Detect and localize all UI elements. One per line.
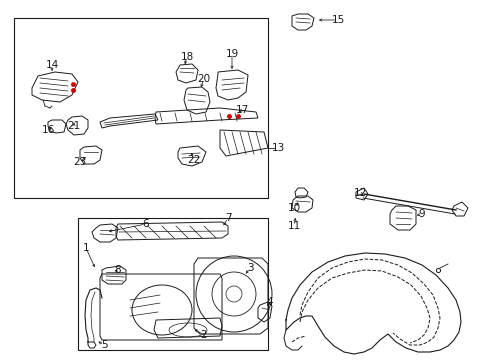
Text: 10: 10 — [287, 203, 300, 213]
Text: 16: 16 — [41, 125, 55, 135]
Text: 7: 7 — [224, 213, 231, 223]
Text: 15: 15 — [331, 15, 344, 25]
Text: 20: 20 — [197, 74, 210, 84]
Text: 8: 8 — [115, 265, 121, 275]
Text: 14: 14 — [45, 60, 59, 70]
Text: 9: 9 — [418, 209, 425, 219]
Text: 12: 12 — [353, 188, 366, 198]
Text: 11: 11 — [287, 221, 300, 231]
Text: 19: 19 — [225, 49, 238, 59]
Text: 4: 4 — [266, 297, 273, 307]
Text: 22: 22 — [187, 155, 200, 165]
Text: 5: 5 — [101, 340, 107, 350]
Text: 21: 21 — [67, 121, 81, 131]
Text: 6: 6 — [142, 219, 149, 229]
Text: 3: 3 — [246, 263, 253, 273]
Text: 18: 18 — [180, 52, 193, 62]
Bar — [14, 18, 267, 198]
Text: 2: 2 — [200, 330, 207, 340]
Text: 17: 17 — [235, 105, 248, 115]
Bar — [78, 218, 267, 350]
Text: 13: 13 — [271, 143, 284, 153]
Text: 23: 23 — [73, 157, 86, 167]
Text: 1: 1 — [82, 243, 89, 253]
